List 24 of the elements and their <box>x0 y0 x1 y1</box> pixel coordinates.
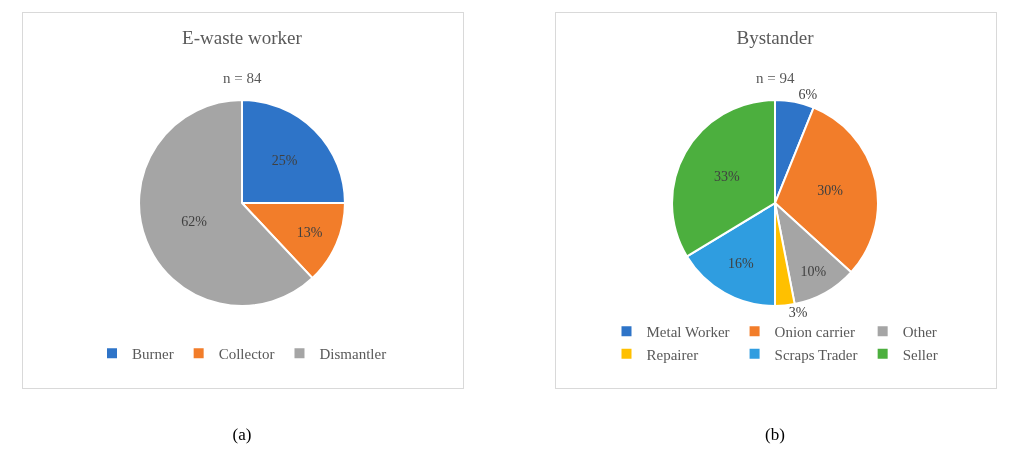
legend-label: Other <box>902 324 937 340</box>
text: (b) <box>764 425 786 445</box>
legend-label: Scraps Trader <box>774 346 858 363</box>
chart-title: Bystander <box>736 27 815 49</box>
legend-label: Burner <box>132 346 174 362</box>
legend-label: Dismantler <box>319 346 387 362</box>
legend-label: Metal Worker <box>646 324 730 340</box>
data-label: 6% <box>798 87 818 103</box>
data-label: 30% <box>817 182 844 198</box>
data-label: 3% <box>788 305 808 321</box>
data-label: 13% <box>296 224 323 240</box>
legend-label: Seller <box>902 346 938 363</box>
legend-label: Onion carrier <box>774 324 855 340</box>
data-label: 62% <box>181 214 208 230</box>
chart-subtitle: n = 84 <box>223 70 262 86</box>
data-label: 16% <box>728 255 755 271</box>
data-label: 10% <box>800 263 827 279</box>
data-label: 33% <box>714 168 741 184</box>
legend-label: Repairer <box>646 346 699 363</box>
text: (a) <box>231 425 253 445</box>
chart-subtitle: n = 94 <box>756 70 795 86</box>
chart-title: E-waste worker <box>182 27 303 49</box>
data-label: 25% <box>271 152 298 168</box>
legend-label: Collector <box>218 346 275 362</box>
